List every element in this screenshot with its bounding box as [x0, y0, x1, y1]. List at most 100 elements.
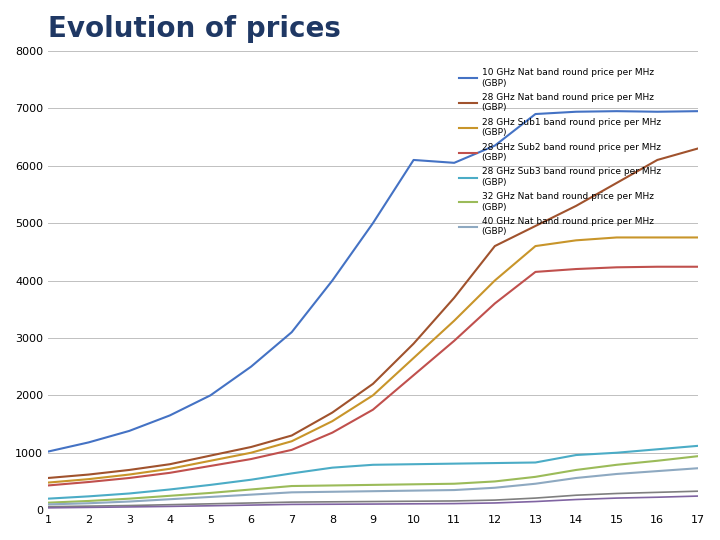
32 GHz Nat band round price per MHz
(GBP) — [409, 481, 418, 488]
Line: 28 GHz Sub1 band round price per MHz
(GBP): 28 GHz Sub1 band round price per MHz (GB… — [48, 238, 698, 483]
28 GHz Sub3 band round price per MHz
(GBP) — [84, 493, 93, 500]
40 GHz Nat band round price per MHz
(GBP) — [409, 488, 418, 494]
32 GHz Nat band round price per MHz
(GBP) — [450, 481, 459, 487]
10 GHz Nat band round price per MHz
(GBP) — [450, 160, 459, 166]
28 GHz Sub2 band round price per MHz
(GBP) — [328, 429, 337, 436]
32 GHz Nat band round price per MHz
(GBP) — [369, 482, 377, 488]
28 GHz Sub1 band round price per MHz
(GBP) — [572, 237, 580, 244]
28 GHz Nat band round price per MHz
(GBP) — [693, 145, 702, 152]
28 GHz Sub2 band round price per MHz
(GBP) — [84, 479, 93, 485]
28 GHz Sub3 band round price per MHz
(GBP) — [206, 482, 215, 488]
32 GHz Nat band round price per MHz
(GBP) — [247, 486, 256, 492]
10 GHz Nat band round price per MHz
(GBP) — [613, 108, 621, 114]
Line: 28 GHz Nat band round price per MHz
(GBP): 28 GHz Nat band round price per MHz (GBP… — [48, 148, 698, 478]
28 GHz Sub3 band round price per MHz
(GBP) — [693, 443, 702, 449]
40 GHz Nat band round price per MHz
(GBP) — [84, 500, 93, 507]
40 GHz Nat band round price per MHz
(GBP) — [653, 468, 662, 474]
28 GHz Nat band round price per MHz
(GBP) — [166, 461, 174, 468]
28 GHz Sub3 band round price per MHz
(GBP) — [44, 495, 53, 502]
10 GHz Nat band round price per MHz
(GBP) — [125, 428, 133, 434]
32 GHz Nat band round price per MHz
(GBP) — [84, 498, 93, 504]
28 GHz Sub2 band round price per MHz
(GBP) — [409, 372, 418, 379]
28 GHz Sub2 band round price per MHz
(GBP) — [44, 482, 53, 489]
28 GHz Sub1 band round price per MHz
(GBP) — [490, 277, 499, 284]
28 GHz Nat band round price per MHz
(GBP) — [125, 467, 133, 473]
28 GHz Nat band round price per MHz
(GBP) — [206, 453, 215, 459]
28 GHz Sub2 band round price per MHz
(GBP) — [287, 447, 296, 453]
28 GHz Sub1 band round price per MHz
(GBP) — [450, 318, 459, 324]
28 GHz Sub3 band round price per MHz
(GBP) — [287, 470, 296, 477]
28 GHz Sub2 band round price per MHz
(GBP) — [247, 456, 256, 462]
28 GHz Sub1 band round price per MHz
(GBP) — [206, 457, 215, 464]
Line: 28 GHz Sub2 band round price per MHz
(GBP): 28 GHz Sub2 band round price per MHz (GB… — [48, 267, 698, 485]
28 GHz Sub3 band round price per MHz
(GBP) — [450, 461, 459, 467]
10 GHz Nat band round price per MHz
(GBP) — [166, 412, 174, 418]
40 GHz Nat band round price per MHz
(GBP) — [206, 494, 215, 500]
28 GHz Sub1 band round price per MHz
(GBP) — [409, 355, 418, 361]
28 GHz Nat band round price per MHz
(GBP) — [450, 294, 459, 301]
28 GHz Sub3 band round price per MHz
(GBP) — [490, 460, 499, 467]
28 GHz Sub3 band round price per MHz
(GBP) — [369, 462, 377, 468]
32 GHz Nat band round price per MHz
(GBP) — [287, 483, 296, 489]
28 GHz Sub2 band round price per MHz
(GBP) — [490, 300, 499, 307]
40 GHz Nat band round price per MHz
(GBP) — [166, 496, 174, 503]
28 GHz Nat band round price per MHz
(GBP) — [531, 222, 540, 229]
28 GHz Sub2 band round price per MHz
(GBP) — [450, 338, 459, 344]
28 GHz Sub1 band round price per MHz
(GBP) — [693, 234, 702, 241]
32 GHz Nat band round price per MHz
(GBP) — [328, 482, 337, 489]
28 GHz Nat band round price per MHz
(GBP) — [653, 157, 662, 163]
32 GHz Nat band round price per MHz
(GBP) — [206, 490, 215, 496]
28 GHz Sub3 band round price per MHz
(GBP) — [125, 490, 133, 497]
40 GHz Nat band round price per MHz
(GBP) — [287, 489, 296, 496]
40 GHz Nat band round price per MHz
(GBP) — [572, 475, 580, 481]
28 GHz Sub2 band round price per MHz
(GBP) — [206, 463, 215, 469]
28 GHz Sub3 band round price per MHz
(GBP) — [531, 459, 540, 465]
28 GHz Nat band round price per MHz
(GBP) — [369, 381, 377, 387]
28 GHz Nat band round price per MHz
(GBP) — [613, 180, 621, 186]
Line: 28 GHz Sub3 band round price per MHz
(GBP): 28 GHz Sub3 band round price per MHz (GB… — [48, 446, 698, 498]
28 GHz Sub2 band round price per MHz
(GBP) — [693, 264, 702, 270]
40 GHz Nat band round price per MHz
(GBP) — [369, 488, 377, 495]
Line: 32 GHz Nat band round price per MHz
(GBP): 32 GHz Nat band round price per MHz (GBP… — [48, 456, 698, 503]
40 GHz Nat band round price per MHz
(GBP) — [328, 489, 337, 495]
28 GHz Sub1 band round price per MHz
(GBP) — [84, 476, 93, 482]
32 GHz Nat band round price per MHz
(GBP) — [44, 500, 53, 506]
28 GHz Sub2 band round price per MHz
(GBP) — [572, 266, 580, 272]
32 GHz Nat band round price per MHz
(GBP) — [125, 495, 133, 502]
28 GHz Sub3 band round price per MHz
(GBP) — [166, 486, 174, 492]
28 GHz Nat band round price per MHz
(GBP) — [328, 409, 337, 416]
28 GHz Nat band round price per MHz
(GBP) — [44, 475, 53, 481]
10 GHz Nat band round price per MHz
(GBP) — [287, 329, 296, 335]
10 GHz Nat band round price per MHz
(GBP) — [490, 143, 499, 149]
28 GHz Sub1 band round price per MHz
(GBP) — [166, 465, 174, 472]
40 GHz Nat band round price per MHz
(GBP) — [490, 484, 499, 491]
40 GHz Nat band round price per MHz
(GBP) — [531, 481, 540, 487]
28 GHz Sub3 band round price per MHz
(GBP) — [572, 452, 580, 458]
28 GHz Sub2 band round price per MHz
(GBP) — [369, 407, 377, 413]
Text: Evolution of prices: Evolution of prices — [48, 15, 341, 43]
32 GHz Nat band round price per MHz
(GBP) — [166, 492, 174, 499]
32 GHz Nat band round price per MHz
(GBP) — [653, 457, 662, 464]
28 GHz Sub1 band round price per MHz
(GBP) — [247, 449, 256, 456]
28 GHz Sub1 band round price per MHz
(GBP) — [653, 234, 662, 241]
32 GHz Nat band round price per MHz
(GBP) — [531, 474, 540, 480]
28 GHz Sub1 band round price per MHz
(GBP) — [125, 471, 133, 478]
10 GHz Nat band round price per MHz
(GBP) — [693, 108, 702, 114]
32 GHz Nat band round price per MHz
(GBP) — [693, 453, 702, 460]
28 GHz Sub2 band round price per MHz
(GBP) — [531, 269, 540, 275]
Line: 10 GHz Nat band round price per MHz
(GBP): 10 GHz Nat band round price per MHz (GBP… — [48, 111, 698, 451]
Line: 40 GHz Nat band round price per MHz
(GBP): 40 GHz Nat band round price per MHz (GBP… — [48, 468, 698, 504]
40 GHz Nat band round price per MHz
(GBP) — [613, 471, 621, 477]
28 GHz Sub1 band round price per MHz
(GBP) — [44, 480, 53, 486]
40 GHz Nat band round price per MHz
(GBP) — [693, 465, 702, 471]
10 GHz Nat band round price per MHz
(GBP) — [653, 109, 662, 115]
28 GHz Sub3 band round price per MHz
(GBP) — [247, 476, 256, 483]
28 GHz Sub2 band round price per MHz
(GBP) — [125, 475, 133, 481]
40 GHz Nat band round price per MHz
(GBP) — [44, 501, 53, 508]
28 GHz Nat band round price per MHz
(GBP) — [84, 471, 93, 478]
28 GHz Sub1 band round price per MHz
(GBP) — [328, 418, 337, 424]
28 GHz Nat band round price per MHz
(GBP) — [572, 202, 580, 209]
40 GHz Nat band round price per MHz
(GBP) — [450, 487, 459, 493]
28 GHz Nat band round price per MHz
(GBP) — [490, 243, 499, 249]
28 GHz Sub1 band round price per MHz
(GBP) — [531, 243, 540, 249]
